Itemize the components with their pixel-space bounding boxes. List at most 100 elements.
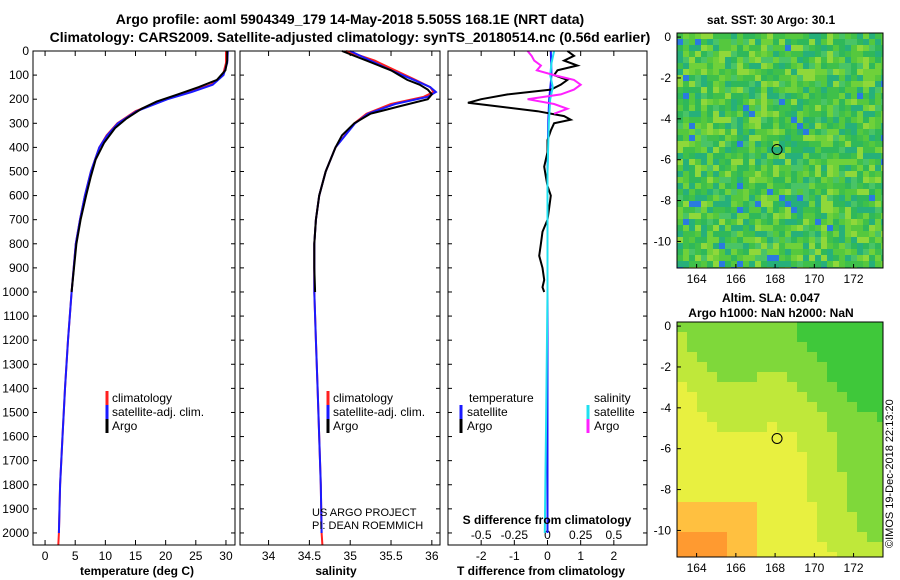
map-cell [697,442,707,452]
map-cell [837,552,847,557]
x-tick-label: 30 [219,549,233,563]
map-cell [817,462,827,472]
salinity-axis-label: salinity [315,564,357,578]
map-x-tick-label: 168 [765,561,785,575]
map-cell [827,75,833,81]
map-cell [787,352,797,362]
map-cell [717,522,727,532]
map-cell [743,261,749,267]
map-cell [797,352,807,362]
map-cell [815,249,821,255]
map-cell [755,51,761,57]
map-cell [785,207,791,213]
map-cell [713,255,719,261]
map-cell [857,141,863,147]
map-cell [809,87,815,93]
map-cell [687,452,697,462]
map-cell [827,237,833,243]
map-cell [837,322,847,332]
map-cell [877,502,883,512]
map-cell [875,219,881,225]
map-cell [731,261,737,267]
map-cell [875,135,881,141]
map-cell [875,183,881,189]
map-cell [757,332,767,342]
map-cell [725,219,731,225]
map-cell [689,111,695,117]
map-cell [869,69,875,75]
series-satellite-adj-clim- [313,50,438,534]
map-cell [869,135,875,141]
map-cell [761,105,767,111]
t-difference-axis-label: T difference from climatology [457,564,625,578]
map-cell [785,93,791,99]
map-cell [777,322,787,332]
map-cell [689,225,695,231]
map-cell [809,225,815,231]
map-cell [737,522,747,532]
map-cell [767,135,773,141]
map-cell [867,342,877,352]
map-cell [827,93,833,99]
depth-tick-label: 1100 [3,309,29,323]
map-cell [717,332,727,342]
map-cell [857,159,863,165]
map-cell [857,183,863,189]
map-cell [689,129,695,135]
map-cell [867,392,877,402]
map-cell [717,472,727,482]
map-cell [707,432,717,442]
map-cell [749,231,755,237]
map-cell [731,105,737,111]
map-cell [863,75,869,81]
map-cell [807,412,817,422]
map-cell [797,87,803,93]
map-cell [697,322,707,332]
map-cell [821,213,827,219]
map-cell [807,362,817,372]
map-cell [851,87,857,93]
map-cell [839,231,845,237]
map-cell [773,63,779,69]
map-cell [749,93,755,99]
map-cell [791,123,797,129]
map-cell [677,542,687,552]
map-cell [821,105,827,111]
map-cell [791,147,797,153]
map-cell [713,201,719,207]
map-cell [749,111,755,117]
header-title-line-2: Climatology: CARS2009. Satellite-adjuste… [50,29,651,45]
map-cell [807,532,817,542]
map-cell [785,261,791,267]
map-cell [719,51,725,57]
map-cell [797,219,803,225]
map-cell [809,129,815,135]
x-tick-label: 15 [129,549,143,563]
x-tick-label: -1 [509,549,520,563]
map-cell [773,93,779,99]
map-cell [817,322,827,332]
map-cell [803,135,809,141]
map-cell [701,105,707,111]
map-cell [867,332,877,342]
map-cell [779,243,785,249]
map-cell [683,87,689,93]
map-cell [749,51,755,57]
map-cell [725,57,731,63]
map-cell [749,165,755,171]
map-cell [731,243,737,249]
map-cell [827,452,837,462]
map-cell [863,159,869,165]
map-cell [839,183,845,189]
map-cell [857,382,867,392]
legend-label-climatology: climatology [333,391,393,405]
map-cell [683,33,689,39]
map-cell [731,39,737,45]
map-cell [727,422,737,432]
map-cell [707,111,713,117]
map-cell [701,63,707,69]
map-cell [815,207,821,213]
map-cell [707,243,713,249]
map-cell [697,502,707,512]
map-cell [767,93,773,99]
